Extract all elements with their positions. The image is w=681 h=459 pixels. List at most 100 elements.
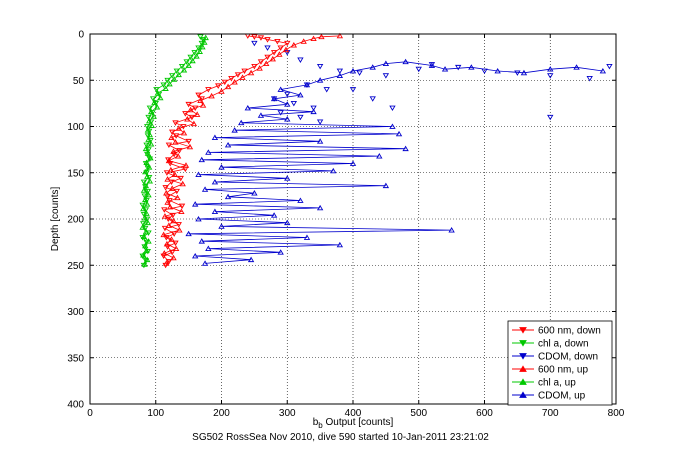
data-point bbox=[547, 73, 554, 79]
data-point bbox=[163, 190, 170, 196]
data-point bbox=[257, 35, 265, 41]
data-point bbox=[270, 50, 278, 56]
data-point bbox=[163, 235, 170, 241]
x-tick-label: 200 bbox=[213, 408, 230, 419]
data-point bbox=[182, 162, 190, 168]
data-point bbox=[284, 101, 291, 107]
data-point bbox=[205, 149, 212, 155]
data-point bbox=[211, 208, 219, 214]
legend-marker bbox=[519, 327, 527, 334]
series-0 bbox=[160, 33, 291, 269]
data-point bbox=[165, 157, 173, 164]
data-point bbox=[264, 37, 271, 43]
data-point bbox=[251, 34, 258, 40]
data-point bbox=[201, 260, 209, 266]
data-point bbox=[140, 233, 148, 239]
data-point bbox=[140, 221, 147, 227]
axis-ticks: 0 100 200 300 400 500 600 700 800 0 50 100 150 200 250… bbox=[67, 30, 624, 420]
data-point bbox=[195, 45, 202, 51]
legend-marker bbox=[519, 340, 527, 347]
data-point bbox=[144, 133, 152, 139]
data-point bbox=[599, 67, 607, 74]
data-point bbox=[171, 171, 179, 177]
data-point bbox=[168, 236, 175, 242]
data-point bbox=[178, 208, 185, 214]
data-point bbox=[146, 131, 154, 138]
data-point bbox=[228, 76, 235, 82]
data-point bbox=[164, 244, 171, 250]
data-point bbox=[382, 60, 390, 66]
data-point bbox=[198, 156, 205, 163]
data-point bbox=[195, 171, 202, 177]
data-point bbox=[157, 94, 164, 101]
data-point bbox=[239, 74, 246, 80]
legend-marker bbox=[519, 365, 527, 372]
y-tick-label: 0 bbox=[78, 30, 84, 41]
data-point bbox=[282, 46, 290, 53]
data-point bbox=[162, 85, 169, 91]
data-point bbox=[170, 76, 178, 82]
data-point bbox=[218, 88, 225, 94]
data-point bbox=[163, 240, 171, 247]
y-tick-label: 400 bbox=[67, 400, 84, 411]
data-point bbox=[586, 76, 593, 82]
data-point bbox=[247, 69, 255, 76]
data-point bbox=[162, 185, 169, 191]
data-point bbox=[402, 145, 409, 152]
data-point bbox=[186, 143, 194, 150]
data-point bbox=[172, 120, 179, 126]
data-point bbox=[547, 114, 554, 121]
data-point bbox=[251, 40, 258, 47]
data-point bbox=[191, 50, 198, 56]
data-point bbox=[234, 72, 242, 78]
data-point bbox=[161, 250, 168, 256]
data-point bbox=[389, 123, 396, 129]
data-point bbox=[257, 112, 265, 118]
y-tick-label: 50 bbox=[73, 76, 85, 87]
data-point bbox=[349, 160, 357, 166]
data-point bbox=[185, 138, 192, 145]
data-point bbox=[168, 134, 175, 140]
x-tick-label: 100 bbox=[147, 408, 164, 419]
data-point bbox=[161, 207, 168, 213]
y-tick-label: 350 bbox=[67, 353, 84, 364]
data-point bbox=[297, 57, 304, 63]
data-point bbox=[196, 48, 203, 54]
data-point bbox=[297, 114, 304, 121]
data-point bbox=[349, 67, 357, 74]
data-point bbox=[151, 99, 158, 105]
data-point bbox=[143, 142, 150, 149]
data-point bbox=[336, 68, 344, 75]
data-point bbox=[173, 68, 180, 75]
data-point bbox=[147, 141, 155, 147]
data-point bbox=[193, 53, 200, 59]
data-point bbox=[141, 215, 148, 221]
data-point bbox=[140, 205, 147, 212]
data-point bbox=[376, 153, 383, 159]
data-point bbox=[172, 245, 180, 251]
data-point bbox=[154, 90, 161, 96]
data-point bbox=[208, 92, 215, 99]
x-tick-label: 600 bbox=[476, 408, 493, 419]
data-point bbox=[274, 39, 281, 45]
data-point bbox=[144, 173, 151, 179]
data-point bbox=[183, 59, 190, 65]
data-point bbox=[369, 96, 376, 102]
data-point bbox=[147, 154, 154, 161]
data-point bbox=[231, 79, 238, 85]
data-point bbox=[205, 245, 212, 251]
data-point bbox=[192, 201, 199, 207]
grid bbox=[90, 34, 616, 404]
data-point bbox=[468, 64, 475, 70]
y-tick-label: 300 bbox=[67, 307, 84, 318]
data-point bbox=[428, 62, 436, 68]
data-point bbox=[455, 64, 462, 71]
data-point bbox=[164, 77, 171, 84]
data-point bbox=[149, 96, 157, 102]
data-point bbox=[144, 219, 152, 226]
data-point bbox=[185, 101, 192, 108]
data-point bbox=[141, 193, 148, 199]
data-point bbox=[187, 54, 194, 61]
data-point bbox=[182, 111, 189, 117]
data-point bbox=[139, 235, 146, 241]
